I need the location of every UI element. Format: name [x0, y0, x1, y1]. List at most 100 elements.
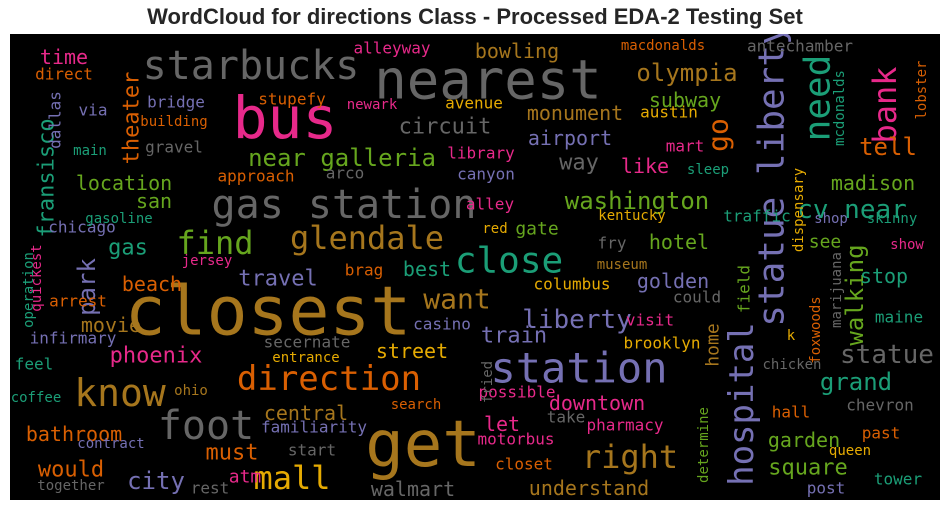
word-tower: tower: [874, 470, 923, 489]
word-antechamber: antechamber: [747, 37, 853, 56]
word-brooklyn: brooklyn: [623, 334, 700, 353]
word-take: take: [547, 408, 586, 427]
word-liberty: liberty: [522, 305, 632, 335]
word-madison: madison: [831, 171, 915, 195]
word-approach: approach: [217, 167, 294, 186]
word-phoenix: phoenix: [110, 344, 203, 369]
word-want: want: [423, 283, 490, 316]
word-gravel: gravel: [145, 138, 203, 157]
word-glendale: glendale: [290, 219, 444, 257]
word-would: would: [38, 458, 104, 483]
word-central: central: [264, 401, 348, 425]
wordcloud-canvas: closest nearest bus get gas station station st…: [10, 34, 940, 500]
word-mall: mall: [253, 459, 330, 497]
word-way: way: [559, 151, 599, 176]
word-main: main: [73, 143, 107, 159]
word-must: must: [206, 441, 259, 466]
word-foxwoods: foxwoods: [808, 296, 824, 363]
word-kentucky: kentucky: [598, 208, 665, 224]
word-beach: beach: [122, 272, 182, 296]
word-cv-near: cv near: [797, 195, 907, 225]
word-coffee: coffee: [11, 390, 62, 406]
word-marijuana: marijuana: [829, 252, 845, 328]
word-theater: theater: [120, 72, 145, 165]
word-alley: alley: [466, 195, 515, 214]
word-skinny: skinny: [867, 211, 918, 227]
word-columbus: columbus: [533, 275, 610, 294]
word-direction: direction: [237, 359, 421, 399]
word-motorbus: motorbus: [477, 430, 554, 449]
word-statue: statue: [840, 340, 934, 370]
word-nearest: nearest: [374, 49, 602, 112]
word-arco: arco: [326, 164, 365, 183]
word-field: field: [735, 265, 754, 313]
word-bridge: bridge: [147, 93, 205, 112]
word-train: train: [481, 324, 547, 349]
word-gas-station: gas station: [212, 182, 477, 228]
word-stop: stop: [860, 264, 908, 288]
word-chicago: chicago: [48, 218, 115, 237]
word-post: post: [807, 479, 846, 498]
word-pharmacy: pharmacy: [586, 416, 663, 435]
word-alleyway: alleyway: [353, 39, 430, 58]
word-fried: fried: [480, 361, 496, 403]
word-contract: contract: [77, 436, 144, 452]
word-via: via: [79, 101, 108, 120]
word-starbucks: starbucks: [143, 43, 360, 89]
word-bus: bus: [233, 84, 338, 152]
word-golden: golden: [637, 269, 709, 293]
word-atm: atm: [229, 467, 262, 488]
word-street: street: [376, 339, 448, 363]
word-gas: gas: [108, 236, 148, 261]
word-dallas: dallas: [46, 91, 65, 149]
word-near-galleria: near galleria: [248, 144, 436, 172]
word-get: get: [365, 408, 481, 482]
word-walking: walking: [841, 244, 869, 345]
word-austin: austin: [640, 103, 698, 122]
word-know: know: [74, 371, 166, 415]
word-sleep: sleep: [687, 162, 729, 178]
word-ohio: ohio: [174, 383, 208, 399]
word-bank: bank: [866, 66, 904, 143]
word-show: show: [890, 237, 924, 253]
word-san: san: [136, 189, 172, 213]
word-statue-liberty: statue liberty: [752, 34, 793, 327]
word-mart: mart: [666, 137, 705, 156]
word-newark: newark: [347, 97, 398, 113]
word-maine: maine: [875, 308, 923, 327]
word-let: let: [484, 412, 520, 436]
word-bowling: bowling: [475, 39, 559, 63]
word-lobster: lobster: [914, 60, 930, 119]
word-park: park: [73, 258, 101, 316]
word-home: home: [703, 323, 724, 366]
word-queen: queen: [829, 443, 871, 459]
word-time: time: [40, 45, 88, 69]
word-building: building: [140, 114, 207, 130]
word-right: right: [582, 438, 678, 476]
word-monument: monument: [527, 101, 623, 125]
word-k: k: [787, 328, 796, 344]
word-airport: airport: [528, 126, 612, 150]
word-quickest: quickest: [29, 244, 45, 311]
word-avenue: avenue: [445, 94, 503, 113]
word-red: red: [482, 221, 507, 237]
word-together: together: [37, 478, 104, 494]
word-entrance: entrance: [272, 350, 339, 366]
chart-title: WordCloud for directions Class - Process…: [147, 4, 803, 29]
word-dispensary: dispensary: [791, 168, 807, 252]
word-gasoline: gasoline: [85, 211, 152, 227]
word-hall: hall: [772, 403, 811, 422]
word-arrest: arrest: [49, 292, 107, 311]
word-close: close: [455, 241, 563, 282]
word-subway: subway: [649, 88, 721, 112]
word-search: search: [391, 397, 442, 413]
word-find: find: [176, 224, 253, 262]
word-group: closest nearest bus get gas station station st…: [11, 34, 934, 500]
word-foot: foot: [158, 403, 254, 449]
word-washington: washington: [565, 187, 710, 215]
word-walmart: walmart: [371, 477, 455, 500]
word-museum: museum: [597, 257, 648, 273]
word-like: like: [621, 154, 669, 178]
word-gate: gate: [515, 219, 558, 240]
word-rest: rest: [191, 479, 230, 498]
